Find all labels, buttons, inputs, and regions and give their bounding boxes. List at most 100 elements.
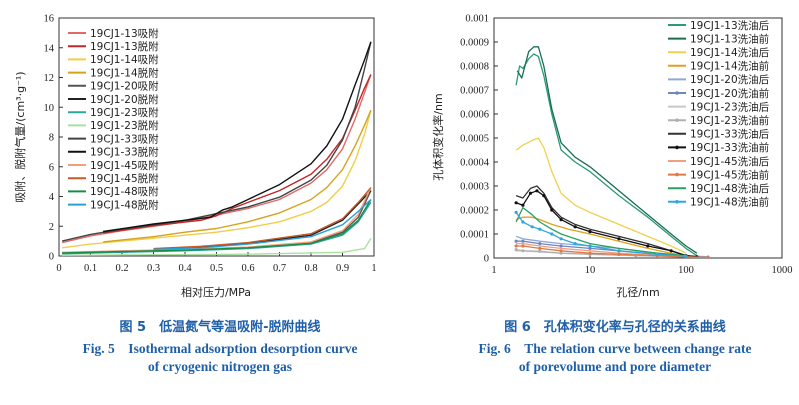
c1-legend-label-3: 19CJ1-14脱附: [90, 66, 159, 79]
c1-series-line-10: [62, 187, 372, 253]
c2-series-line-12: [515, 206, 687, 257]
c2-series-line-1: [516, 46, 698, 254]
c1-legend-label-6: 19CJ1-23吸附: [90, 106, 159, 119]
c2-y-tick-label: 0.0007: [460, 86, 489, 97]
c2-series-line-3: [515, 216, 687, 257]
c2-legend-label-3: 19CJ1-14洗油前: [690, 60, 769, 73]
c2-series-point-9: [514, 201, 518, 205]
c2-series-point-5: [538, 242, 542, 246]
c2-series-point-9: [528, 191, 533, 195]
chart-isotherm-y-axis-label: 吸附、脱附气量/(cm³·g⁻¹): [13, 71, 27, 202]
c1-series-line-11: [153, 187, 372, 250]
chart-isotherm-legend: 19CJ1-13吸附19CJ1-13脱附19CJ1-14吸附19CJ1-14脱附…: [68, 27, 159, 211]
c2-legend-label-4: 19CJ1-20洗油后: [690, 73, 769, 86]
c2-series-point-9: [588, 230, 592, 234]
c2-y-tick-label: 0: [484, 254, 489, 265]
c2-y-tick-label: 0.0005: [460, 134, 489, 145]
c1-y-tick-label: 8: [49, 133, 54, 144]
c2-series-point-5: [559, 244, 563, 248]
c1-x-tick-label: 0.8: [304, 263, 317, 274]
c1-series-line-13: [153, 198, 372, 250]
c1-legend-label-9: 19CJ1-33脱附: [90, 146, 159, 159]
c2-y-tick-label: 0.0004: [460, 158, 490, 169]
c2-legend-marker-9: [675, 145, 679, 150]
c2-series-line-2: [515, 137, 687, 254]
c2-series-point-13: [684, 254, 688, 258]
c2-y-tick-label: 0.0009: [460, 38, 489, 49]
c1-legend-label-12: 19CJ1-48吸附: [90, 185, 159, 198]
c2-series-line-0: [515, 53, 698, 257]
c2-series-point-11: [588, 251, 592, 255]
c1-legend-label-13: 19CJ1-48脱附: [90, 198, 159, 211]
c1-legend-label-8: 19CJ1-33吸附: [90, 132, 159, 145]
c2-x-tick-label: 100: [678, 265, 694, 276]
c1-y-tick-label: 12: [44, 73, 55, 84]
c1-series-line-12: [62, 199, 372, 254]
c1-legend-label-1: 19CJ1-13脱附: [90, 40, 159, 53]
c1-legend-label-10: 19CJ1-45吸附: [90, 159, 159, 172]
c2-legend-marker-5: [675, 91, 679, 95]
c2-series-point-9: [535, 189, 539, 193]
c2-x-tick-label: 10: [585, 265, 596, 276]
chart-isotherm-series: [61, 41, 372, 256]
c2-series-point-5: [514, 239, 518, 243]
c2-y-tick-label: 0.0001: [460, 230, 489, 241]
c1-x-tick-label: 0.2: [115, 263, 128, 274]
c2-series-point-11: [706, 255, 710, 258]
c1-x-tick-label: 0.7: [273, 263, 286, 274]
c2-legend-marker-7: [675, 118, 679, 122]
fig5-caption-zh: 图 5 低温氮气等温吸附-脱附曲线: [119, 320, 321, 335]
c2-series-point-9: [559, 218, 563, 222]
c2-series-point-9: [550, 208, 554, 212]
c1-x-tick-label: 0.1: [84, 263, 97, 274]
chart-isotherm-ticks: 0 0.1 0.2 0.3 0.4 0.5 0.6 0.7 0.8 0.9 102468101214…: [44, 14, 377, 275]
c2-legend-label-7: 19CJ1-23洗油前: [690, 114, 769, 127]
chart-pore-legend: 19CJ1-13洗油后19CJ1-13洗油前19CJ1-14洗油后19CJ1-1…: [668, 19, 769, 209]
c1-y-tick-label: 2: [49, 222, 54, 233]
fig6-caption-zh: 图 6 孔体积变化率与孔径的关系曲线: [504, 320, 726, 335]
c2-series-point-9: [521, 203, 525, 207]
c2-y-tick-label: 0.0006: [460, 110, 489, 121]
c1-x-tick-label: 0.9: [336, 263, 349, 274]
c1-x-tick-label: 0.5: [210, 263, 223, 274]
c2-series-point-13: [538, 227, 542, 231]
fig5-caption-en-line2: of cryogenic nitrogen gas: [147, 359, 293, 374]
c1-x-tick-label: 0.6: [241, 263, 254, 274]
c2-legend-label-0: 19CJ1-13洗油后: [690, 19, 769, 32]
c2-series-point-5: [521, 239, 525, 243]
c2-series-point-13: [530, 225, 534, 229]
c1-y-tick-label: 10: [44, 103, 55, 114]
c2-series-point-13: [573, 242, 577, 246]
c1-series-line-7: [62, 237, 372, 256]
c2-series-point-7: [521, 249, 525, 253]
c2-legend-label-11: 19CJ1-45洗油前: [690, 168, 769, 181]
c2-series-point-7: [538, 249, 542, 253]
c2-series-point-13: [655, 252, 659, 256]
c2-y-tick-label: 0.001: [465, 14, 489, 25]
fig5-caption-en-line1: Fig. 5 Isothermal adsorption desorption …: [82, 341, 358, 356]
c2-legend-label-6: 19CJ1-23洗油后: [690, 100, 769, 113]
c1-x-tick-label: 1: [371, 263, 376, 274]
c2-legend-label-10: 19CJ1-45洗油后: [690, 155, 769, 168]
c1-legend-label-7: 19CJ1-23脱附: [90, 119, 159, 132]
c1-legend-label-5: 19CJ1-20脱附: [90, 93, 159, 106]
chart-pore-ticks: 1 10 100 1000 0 0.0001 0.0002 0.0003 0.0004 0.000…: [460, 14, 792, 277]
c2-y-tick-label: 0.0002: [460, 206, 489, 217]
c2-x-tick-label: 1000: [772, 265, 793, 276]
c2-series-point-11: [538, 246, 542, 250]
chart-pore-y-axis-label: 孔体积变化率/nm: [431, 93, 445, 180]
c2-series-point-5: [588, 246, 592, 250]
c2-series-point-13: [514, 210, 518, 214]
c1-legend-label-4: 19CJ1-20吸附: [90, 80, 159, 93]
c1-y-tick-label: 6: [49, 162, 54, 173]
chart-pore-series: [514, 46, 710, 258]
c2-legend-label-9: 19CJ1-33洗油前: [690, 141, 769, 154]
c2-series-point-11: [617, 252, 621, 256]
c2-y-tick-label: 0.0003: [460, 182, 489, 193]
fig6-caption-en-line1: Fig. 6 The relation curve between change…: [478, 341, 752, 356]
fig6-caption-en-line2: of porevolume and pore diameter: [518, 359, 712, 374]
c1-legend-label-0: 19CJ1-13吸附: [90, 27, 159, 40]
c2-series-point-13: [588, 244, 592, 248]
c1-x-tick-label: 0.3: [147, 263, 160, 274]
